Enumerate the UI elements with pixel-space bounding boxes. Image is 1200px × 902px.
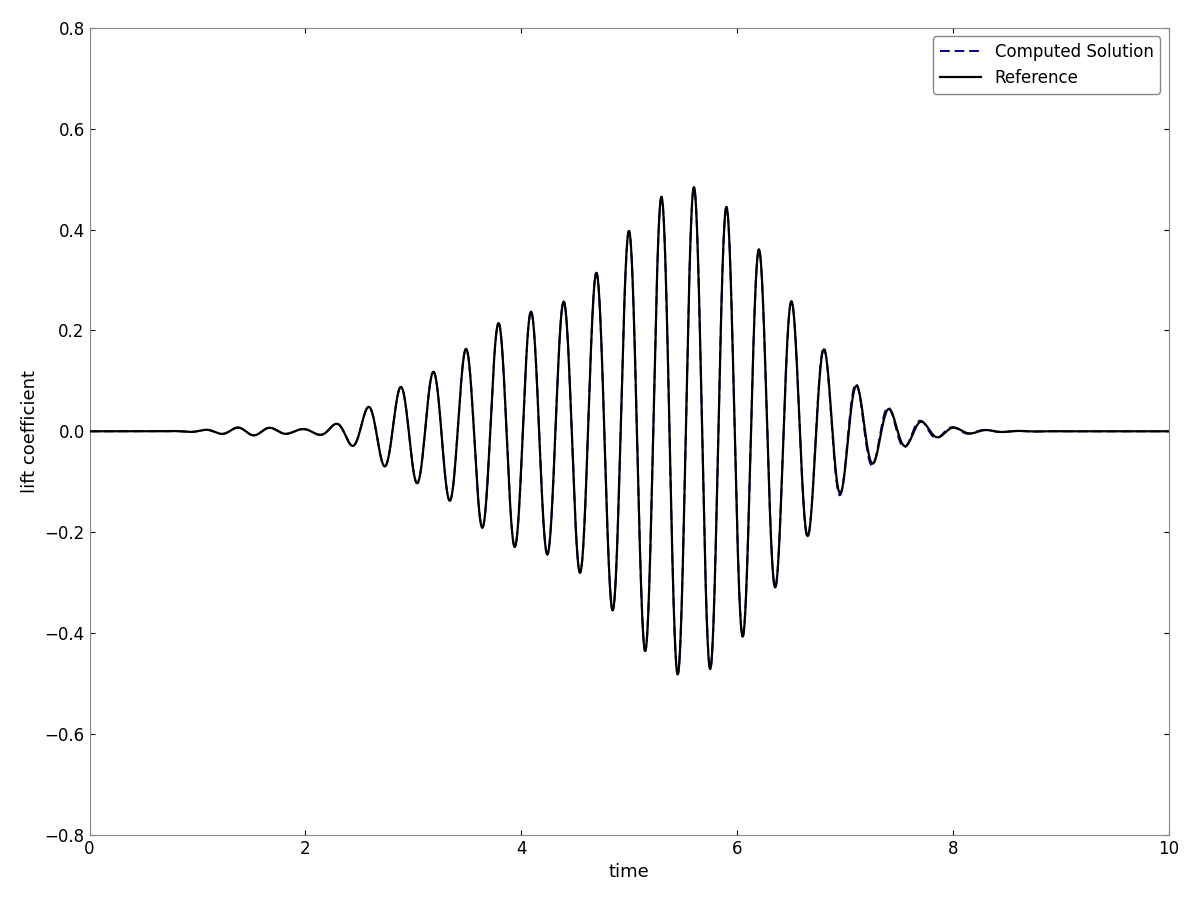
Reference bbox=[768, 582, 782, 593]
Reference bbox=[137, 426, 151, 437]
Line: Reference: Reference bbox=[90, 187, 1169, 675]
Line: Computed Solution: Computed Solution bbox=[90, 187, 1169, 675]
Reference bbox=[882, 404, 896, 415]
Computed Solution bbox=[882, 403, 896, 414]
X-axis label: time: time bbox=[608, 863, 649, 881]
Computed Solution bbox=[940, 424, 954, 435]
Computed Solution bbox=[83, 426, 97, 437]
Computed Solution bbox=[671, 669, 685, 680]
Reference bbox=[1162, 426, 1176, 437]
Reference bbox=[686, 181, 701, 192]
Reference bbox=[721, 216, 736, 226]
Computed Solution bbox=[721, 216, 736, 226]
Reference bbox=[473, 514, 487, 525]
Computed Solution bbox=[686, 181, 701, 192]
Legend: Computed Solution, Reference: Computed Solution, Reference bbox=[934, 36, 1160, 94]
Y-axis label: lift coefficient: lift coefficient bbox=[20, 370, 38, 492]
Computed Solution bbox=[1162, 426, 1176, 437]
Computed Solution bbox=[473, 514, 487, 525]
Computed Solution bbox=[137, 426, 151, 437]
Reference bbox=[671, 669, 685, 680]
Computed Solution bbox=[768, 582, 782, 593]
Reference bbox=[83, 426, 97, 437]
Reference bbox=[940, 425, 954, 436]
